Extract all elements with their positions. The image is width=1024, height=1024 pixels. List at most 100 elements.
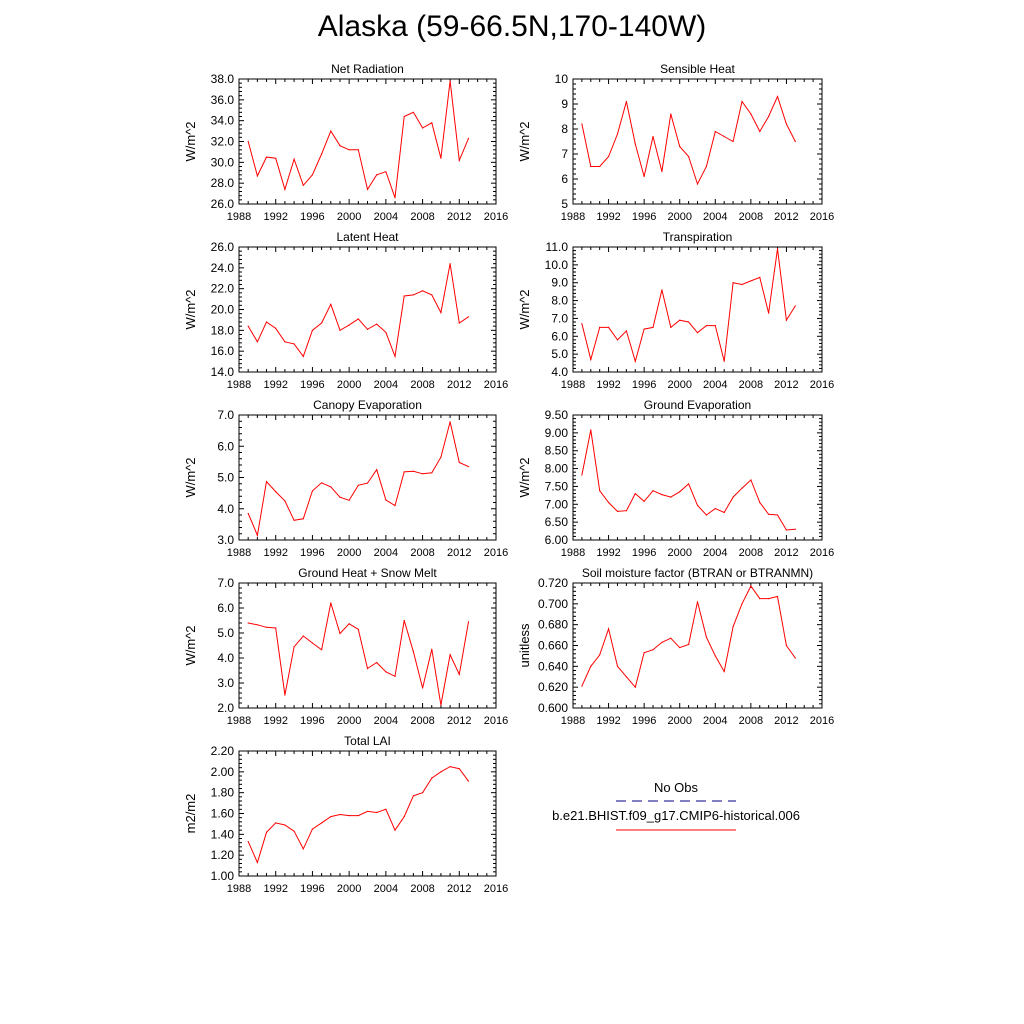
x-tick-label: 1988 <box>227 379 251 391</box>
data-point <box>467 465 470 468</box>
y-axis-label: W/m^2 <box>517 121 532 161</box>
x-tick-label: 2016 <box>484 379 508 391</box>
panel-4: Transpiration W/m^2 1988 1992 1996 2000 2004 20… <box>517 230 834 391</box>
y-tick-label: 16.0 <box>211 344 235 358</box>
y-tick-label: 6.0 <box>551 329 568 343</box>
x-tick-label: 1992 <box>263 379 287 391</box>
data-point <box>339 329 341 331</box>
data-point <box>616 665 619 667</box>
data-point <box>302 184 304 186</box>
data-point <box>661 289 663 291</box>
data-point <box>421 687 424 689</box>
x-tick-label: 1996 <box>632 379 656 391</box>
data-point <box>679 145 681 148</box>
x-tick-label: 1996 <box>300 379 324 391</box>
y-tick-label: 1.60 <box>211 807 235 821</box>
data-point <box>302 518 304 520</box>
data-point <box>714 324 716 327</box>
data-point <box>705 324 707 327</box>
y-tick-label: 8.00 <box>545 462 569 476</box>
data-point <box>467 137 470 139</box>
data-point <box>412 651 414 653</box>
x-tick-label: 2016 <box>484 883 508 895</box>
y-axis-label: unitless <box>517 623 532 668</box>
y-tick-label: 0.640 <box>538 659 568 673</box>
y-tick-label: 9.50 <box>545 408 569 422</box>
data-point <box>732 626 734 628</box>
data-point <box>768 115 770 118</box>
x-tick-label: 2016 <box>810 379 834 391</box>
data-point <box>385 171 387 173</box>
x-tick-label: 1988 <box>561 547 585 559</box>
data-point <box>625 100 627 103</box>
y-tick-label: 0.720 <box>538 576 568 590</box>
x-tick-label: 1992 <box>596 211 620 223</box>
data-point <box>590 358 592 361</box>
data-point <box>776 95 779 98</box>
data-point <box>768 598 770 600</box>
data-point <box>652 649 654 651</box>
x-tick-label: 2016 <box>484 211 508 223</box>
data-point <box>302 635 304 637</box>
data-point <box>247 622 249 624</box>
x-tick-label: 2016 <box>810 211 834 223</box>
panel-7: Ground Heat + Snow Melt W/m^2 1988 1992 1996… <box>183 566 508 727</box>
data-point <box>376 661 378 664</box>
x-tick-label: 2004 <box>374 883 398 895</box>
data-point <box>616 510 619 513</box>
y-tick-label: 26.0 <box>211 197 235 211</box>
data-point <box>311 329 314 331</box>
x-tick-label: 2000 <box>667 715 691 727</box>
data-point <box>247 140 249 143</box>
data-point <box>431 777 433 779</box>
data-point <box>348 623 350 625</box>
data-point <box>661 641 663 643</box>
x-tick-label: 2016 <box>810 547 834 559</box>
y-tick-label: 6.00 <box>545 533 569 547</box>
x-tick-label: 2000 <box>337 547 361 559</box>
series-line <box>247 766 469 864</box>
data-point <box>643 175 645 178</box>
data-point <box>670 496 672 498</box>
data-point <box>339 496 341 498</box>
data-point <box>284 500 286 502</box>
data-point <box>275 327 277 329</box>
data-point <box>723 511 725 514</box>
data-point <box>696 504 699 506</box>
data-point <box>293 519 295 521</box>
data-point <box>705 636 707 638</box>
data-point <box>652 135 654 138</box>
x-tick-label: 2012 <box>774 547 798 559</box>
data-point <box>794 305 796 307</box>
data-point <box>440 704 442 706</box>
data-point <box>652 490 654 492</box>
panel-6: Ground Evaporation W/m^2 1988 1992 1996 2000 2… <box>517 398 834 559</box>
series-line <box>581 585 796 689</box>
data-point <box>723 670 725 673</box>
panel-2: Sensible Heat W/m^2 1988 1992 1996 2000 2004 20… <box>517 62 834 223</box>
data-point <box>449 80 451 82</box>
panel-title: Ground Heat + Snow Melt <box>298 566 437 580</box>
y-tick-label: 26.0 <box>211 240 235 254</box>
data-point <box>741 283 743 286</box>
x-tick-label: 1996 <box>300 715 324 727</box>
data-point <box>321 822 323 824</box>
legend-label: b.e21.BHIST.f09_g17.CMIP6-historical.006 <box>552 808 800 823</box>
panel-3: Latent Heat W/m^2 1988 1992 1996 2000 2004 2008… <box>183 230 508 391</box>
y-tick-label: 28.0 <box>211 176 235 190</box>
data-point <box>394 355 396 357</box>
data-point <box>599 326 601 328</box>
x-tick-label: 2004 <box>703 379 727 391</box>
y-axis-label: W/m^2 <box>183 289 198 329</box>
data-point <box>785 123 788 125</box>
data-point <box>458 461 460 464</box>
series-line <box>247 263 469 359</box>
data-point <box>256 341 258 343</box>
plot-frame <box>238 414 497 541</box>
data-point <box>311 642 314 644</box>
x-tick-label: 1996 <box>300 547 324 559</box>
data-point <box>741 487 743 489</box>
data-point <box>366 328 369 330</box>
x-tick-label: 1988 <box>561 211 585 223</box>
x-tick-label: 1988 <box>227 715 251 727</box>
